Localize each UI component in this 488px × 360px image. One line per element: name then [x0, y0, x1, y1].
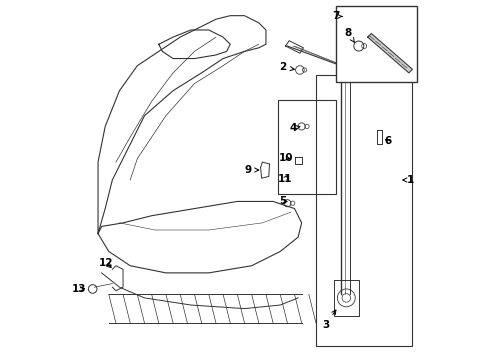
Polygon shape [367, 33, 411, 73]
Text: 2: 2 [279, 63, 294, 72]
Text: 10: 10 [278, 153, 292, 163]
Bar [335, 6, 416, 82]
Text: 5: 5 [279, 197, 286, 206]
Text: 9: 9 [244, 165, 258, 175]
Bar [315, 75, 411, 346]
Text: 13: 13 [72, 284, 86, 294]
Text: 6: 6 [384, 136, 391, 147]
Text: 12: 12 [99, 258, 113, 268]
Text: 1: 1 [402, 175, 413, 185]
Text: 7: 7 [331, 12, 342, 21]
Text: 3: 3 [322, 310, 335, 330]
Text: 8: 8 [344, 28, 354, 43]
Bar [278, 100, 335, 194]
Text: 4: 4 [288, 123, 299, 133]
Text: 11: 11 [277, 174, 291, 184]
